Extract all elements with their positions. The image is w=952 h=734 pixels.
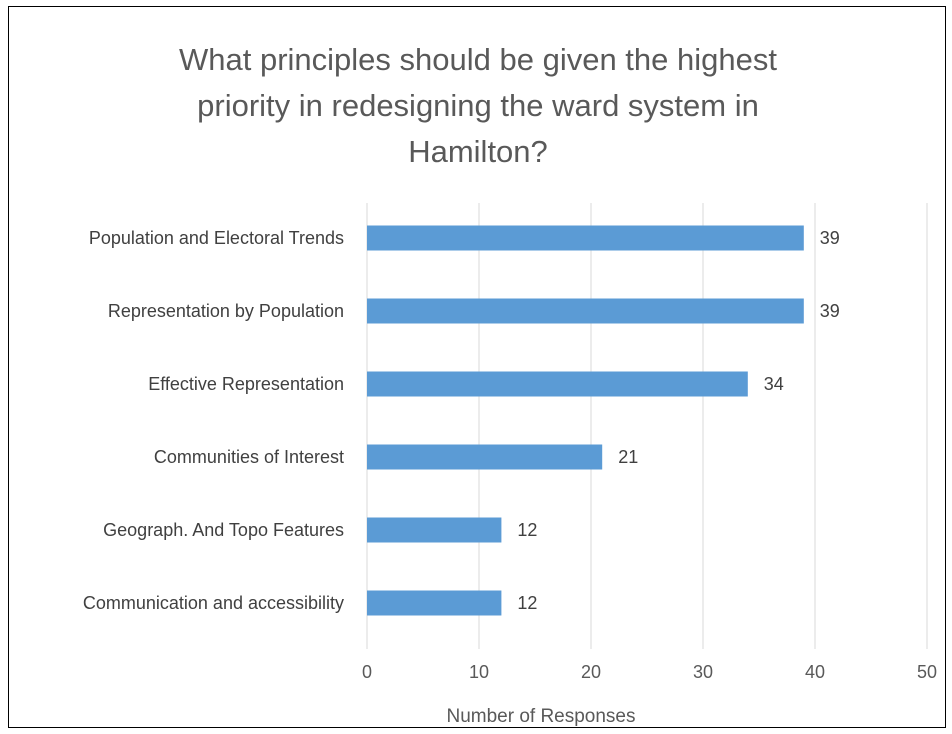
x-tick-label: 0 <box>362 662 372 682</box>
bar <box>367 298 804 324</box>
x-tick-label: 30 <box>693 662 713 682</box>
category-label: Population and Electoral Trends <box>89 228 344 248</box>
category-label: Representation by Population <box>108 301 344 321</box>
chart-frame: What principles should be given the high… <box>8 6 946 728</box>
bar <box>367 225 804 251</box>
category-label: Communication and accessibility <box>83 593 344 613</box>
x-tick-label: 40 <box>805 662 825 682</box>
x-tick-label: 20 <box>581 662 601 682</box>
bar <box>367 371 748 397</box>
data-label: 12 <box>517 593 537 613</box>
data-label: 21 <box>618 447 638 467</box>
x-tick-label: 10 <box>469 662 489 682</box>
chart-plot: 0 10 20 30 40 50 Population and Electoral Tren… <box>83 203 937 727</box>
data-label: 34 <box>764 374 784 394</box>
x-axis-title: Number of Responses <box>446 706 635 727</box>
data-label: 39 <box>820 228 840 248</box>
category-label: Effective Representation <box>148 374 344 394</box>
bar <box>367 590 502 616</box>
chart-title: What principles should be given the high… <box>179 42 777 169</box>
category-label: Geograph. And Topo Features <box>103 520 344 540</box>
category-label: Communities of Interest <box>154 447 344 467</box>
x-tick-label: 50 <box>917 662 937 682</box>
data-label: 12 <box>517 520 537 540</box>
bar <box>367 517 502 543</box>
bar <box>367 444 603 470</box>
data-label: 39 <box>820 301 840 321</box>
